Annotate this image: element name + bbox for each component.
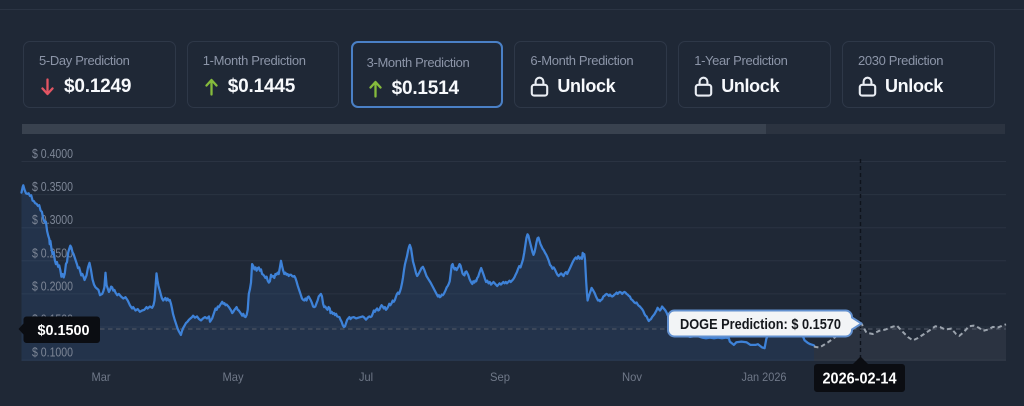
svg-text:$0.1500: $0.1500 — [38, 322, 90, 339]
svg-text:$ 0.3000: $ 0.3000 — [32, 213, 73, 227]
svg-text:$ 0.2000: $ 0.2000 — [32, 279, 73, 293]
svg-text:Mar: Mar — [92, 370, 111, 384]
svg-text:2026-02-14: 2026-02-14 — [823, 371, 897, 388]
svg-text:$ 0.4000: $ 0.4000 — [32, 147, 73, 161]
svg-text:Sep: Sep — [490, 370, 510, 384]
svg-text:Jul: Jul — [359, 370, 373, 384]
svg-text:$ 0.1000: $ 0.1000 — [32, 346, 73, 360]
svg-text:Jan 2026: Jan 2026 — [742, 370, 787, 384]
svg-text:May: May — [223, 370, 244, 384]
svg-text:Nov: Nov — [622, 370, 642, 384]
svg-text:$ 0.3500: $ 0.3500 — [32, 180, 73, 194]
svg-text:DOGE Prediction: $ 0.1570: DOGE Prediction: $ 0.1570 — [680, 316, 841, 333]
